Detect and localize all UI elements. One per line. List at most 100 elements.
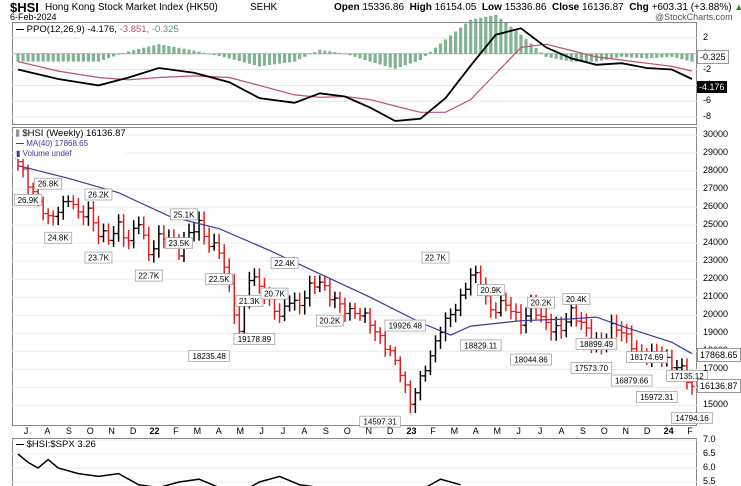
price-annotation: 25.1K — [174, 210, 196, 219]
ppo-histogram-bar — [16, 53, 20, 62]
ppo-histogram-bar — [650, 53, 654, 59]
ppo-histogram-bar — [479, 17, 483, 54]
ppo-histogram-bar — [665, 53, 669, 58]
ppo-histogram-bar — [81, 53, 85, 62]
ppo-histogram-bar — [111, 53, 116, 57]
price-annotation: 18899.49 — [580, 340, 614, 349]
price-axis: 30000 29000 28000 27000 26000 25000 24000 23000… — [697, 127, 741, 426]
ppo-histogram-bar — [459, 27, 463, 54]
x-axis-label: N — [108, 426, 115, 436]
price-annotation-box — [527, 296, 555, 309]
price-legend: ⫼ $HSI (Weekly) 16136.87 MA(40) 17868.65… — [16, 129, 126, 159]
ppo-histogram-bar — [358, 53, 362, 59]
ppo-histogram-bar — [579, 53, 583, 62]
ppo-histogram-bar — [509, 26, 513, 54]
ppo-histogram-bar — [298, 53, 302, 60]
price-annotation-box — [235, 294, 264, 307]
price-annotation-box — [188, 350, 230, 362]
ppo-histogram-bar — [182, 48, 186, 54]
ppo-histogram-bar — [127, 51, 131, 54]
price-annotation-box — [625, 351, 668, 364]
price-annotation: 20.2K — [531, 299, 553, 308]
open-value: 15336.86 — [362, 2, 405, 13]
price-tick-label: 29000 — [703, 147, 729, 158]
last-price-tag: 16136.87 — [697, 378, 741, 393]
ppo-histogram-bar — [333, 52, 337, 54]
price-annotation: 23.5K — [169, 239, 191, 248]
ppo-line — [17, 27, 693, 122]
ppo-histogram-bar — [46, 53, 50, 62]
x-axis-label: S — [579, 426, 586, 436]
price-annotation: 17135.12 — [670, 372, 704, 381]
ppo-histogram-bar — [71, 53, 75, 62]
ppo-histogram-bar — [499, 18, 503, 54]
ratio-legend-label: $HSI:$SPX 3.26 — [26, 439, 96, 450]
price-annotation: 24.8K — [48, 234, 70, 243]
ppo-histogram-bar — [232, 53, 236, 60]
ppo-histogram-bar — [237, 53, 241, 62]
ppo-histogram-bar — [242, 53, 246, 63]
bar-legend-icon: ⫼ — [16, 129, 20, 138]
ppo-legend-hist: -0.325 — [151, 24, 179, 35]
price-annotation: 19926.48 — [389, 322, 423, 331]
ppo-histogram-bar — [137, 48, 141, 54]
ppo-histogram-bar — [21, 53, 25, 62]
price-annotation-box — [84, 251, 113, 264]
ppo-histogram-bar — [318, 49, 322, 54]
ratio-tick-label: 7.0 — [703, 434, 716, 444]
ppo-histogram-bar — [589, 53, 594, 62]
ppo-histogram-bar — [438, 43, 443, 54]
ppo-histogram-bar — [619, 53, 624, 57]
ppo-histogram-bar — [604, 53, 609, 60]
price-annotation: 23.7K — [88, 254, 110, 263]
ppo-histogram-bar — [544, 53, 548, 57]
open-label: Open — [334, 2, 360, 13]
ppo-tick-label: -6 — [703, 95, 712, 106]
ppo-histogram-bar — [640, 53, 644, 59]
price-annotation-box — [359, 415, 401, 428]
ppo-histogram-bar — [147, 46, 151, 54]
price-annotation: 26.8K — [38, 180, 60, 189]
x-axis-label: J — [259, 426, 264, 436]
ohlc-readout: Open 15336.86 High 16154.05 Low 15336.86… — [334, 2, 741, 13]
x-axis-label: D — [386, 426, 394, 436]
ma-value-tag: 17868.65 — [697, 347, 741, 362]
close-value: 16136.87 — [581, 2, 624, 13]
ppo-histogram-bar — [142, 47, 146, 54]
price-annotation-box — [575, 338, 618, 350]
ppo-histogram-bar — [212, 53, 216, 56]
x-axis-label: S — [65, 426, 72, 436]
price-chart: 26.9K 26.8K 24.8K 23.7K 26.2K 22.7K 25.1K 23.5K… — [12, 134, 713, 428]
volume-legend-icon: ▮ — [16, 149, 21, 158]
price-annotation-box — [84, 188, 113, 201]
ppo-axis: 20-2-4-6-8-0.325-4.176 — [697, 22, 741, 125]
ppo-histogram-bar — [625, 53, 629, 58]
ppo-histogram-bar — [519, 34, 523, 54]
x-axis-label: J — [23, 426, 29, 436]
price-annotation-box — [421, 251, 450, 264]
index-name: Hong Kong Stock Market Index (HK50) — [45, 2, 218, 13]
ppo-histogram-bar — [554, 53, 558, 59]
x-axis-label: N — [365, 426, 372, 436]
ratio-tick-label: 5.5 — [703, 476, 716, 486]
ppo-histogram-bar — [41, 53, 45, 62]
ppo-histogram-bar — [247, 53, 251, 64]
x-axis-label: 22 — [149, 426, 160, 436]
price-annotation: 20.7K — [264, 290, 286, 299]
price-tick-label: 17000 — [703, 363, 729, 374]
ppo-histogram-bar — [685, 53, 689, 61]
x-axis: J A S O N D 22 F M A M J J A S O N D 23 F M A M J J A S O N D 24 F — [12, 426, 697, 438]
ratio-panel: $HSI:$SPX 3.26 — [12, 438, 697, 486]
ppo-histogram-bar — [177, 47, 181, 54]
price-annotation-box — [459, 339, 502, 352]
ppo-histogram-bar — [172, 46, 176, 54]
ppo-histogram-bar — [383, 53, 387, 66]
chg-up-arrow-icon: ▲ — [734, 2, 741, 12]
price-annotation: 14794.16 — [675, 414, 709, 423]
ppo-last-value-tag: -4.176 — [697, 80, 727, 93]
ppo-histogram-bar — [388, 53, 392, 68]
price-tick-label: 22000 — [703, 273, 729, 284]
ppo-histogram-bar — [348, 53, 352, 56]
ppo-histogram-bar — [167, 45, 171, 54]
ppo-histogram-bar — [66, 53, 70, 62]
